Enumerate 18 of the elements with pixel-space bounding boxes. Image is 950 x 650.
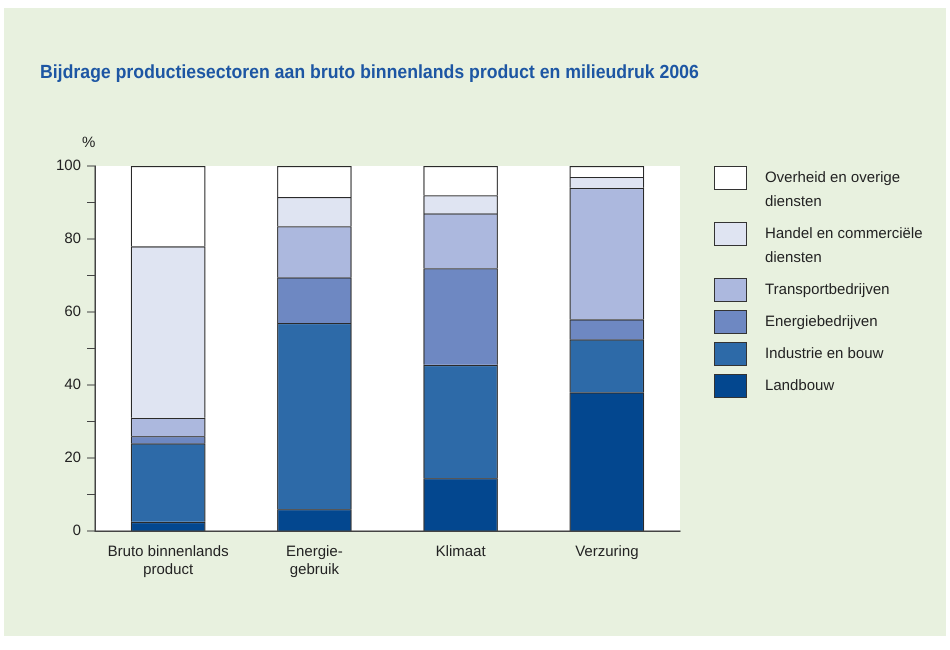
text: Overheid en overige diensten: [765, 168, 902, 212]
legend-label: Handel en commerciële diensten: [765, 224, 924, 268]
legend-label: Industrie en bouw: [765, 344, 884, 364]
x-tick-label: Klimaat: [436, 543, 486, 560]
y-tick-label: 80: [64, 230, 81, 248]
legend-label: Energiebedrijven: [765, 312, 878, 332]
x-tick-label: Verzuring: [575, 543, 639, 560]
legend-label: Landbouw: [765, 376, 834, 396]
y-axis-title: %: [82, 134, 96, 151]
chart-title: Bijdrage productiesectoren aan bruto binnenlands product en milieudruk 2006: [40, 62, 699, 84]
x-tick-label: Energie-gebruik: [286, 543, 343, 578]
x-tick-label: Bruto binnenlands product: [108, 543, 229, 578]
y-tick-label: 0: [72, 522, 81, 540]
legend-label: Transportbedrijven: [765, 280, 890, 300]
y-tick-label: 40: [64, 376, 81, 394]
y-tick-label: 20: [64, 449, 81, 466]
y-tick-label: 60: [64, 303, 81, 320]
y-tick-label: 100: [56, 157, 81, 174]
